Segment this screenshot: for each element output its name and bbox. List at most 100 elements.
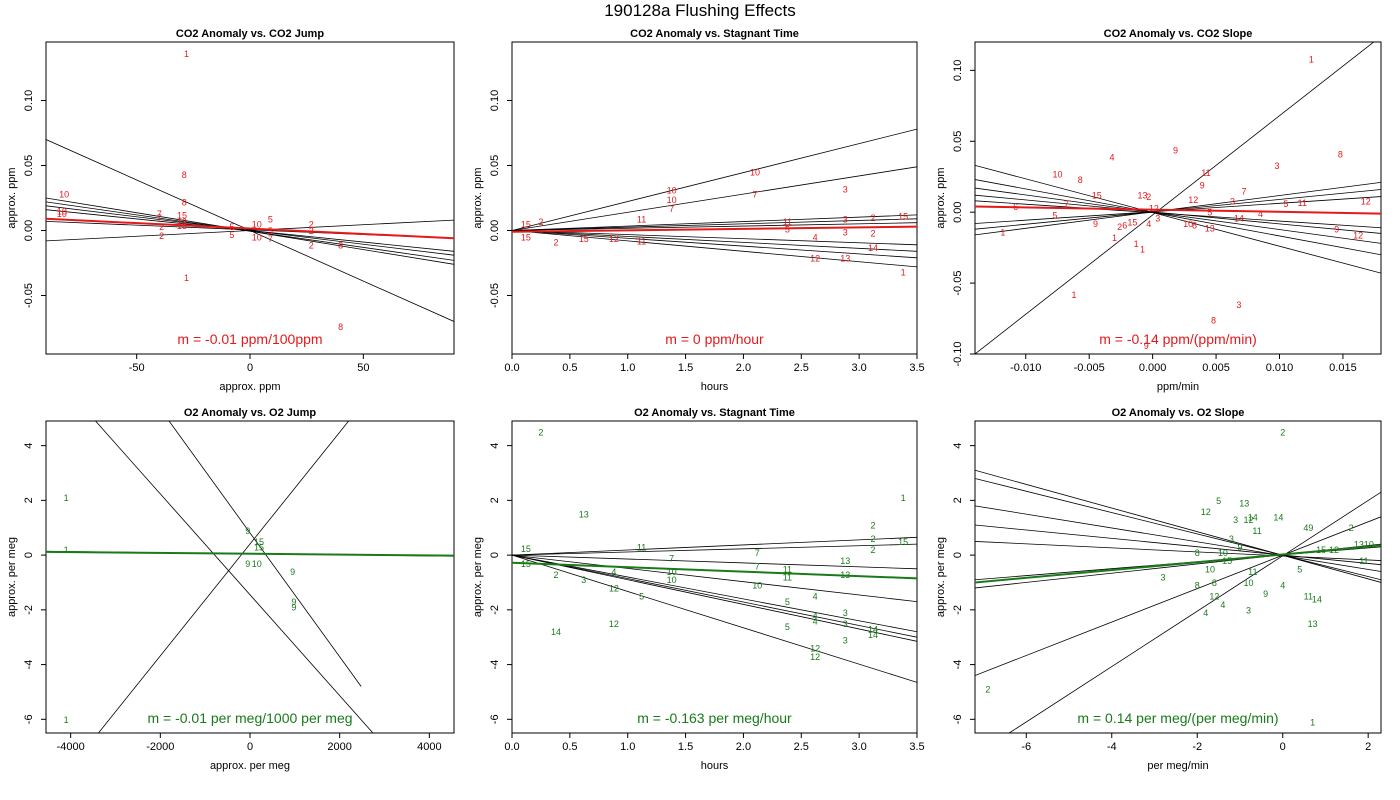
y-tick-label: 0.05 (23, 155, 35, 176)
data-point-label: 15 (521, 544, 531, 554)
chart-title: O2 Anomaly vs. O2 Slope (1112, 407, 1245, 419)
regression-line (98, 421, 349, 733)
data-point-label: 12 (1209, 592, 1219, 602)
data-point-label: 2 (985, 685, 990, 695)
data-point-label: 12 (609, 583, 619, 593)
x-tick-label: -2000 (146, 741, 174, 753)
y-axis-label: approx. ppm (472, 167, 484, 228)
data-point-label: 5 (268, 226, 273, 236)
y-axis-label: approx. per meg (935, 537, 947, 617)
data-point-label: 5 (785, 225, 790, 235)
regression-line (512, 230, 917, 259)
data-point-label: 1 (901, 493, 906, 503)
data-point-label: 11 (637, 214, 646, 224)
data-point-label: 9 (245, 526, 250, 536)
x-tick-label: 3.5 (909, 362, 924, 374)
y-tick-label: 2 (23, 497, 35, 503)
data-point-label: 2 (1349, 523, 1354, 533)
data-point-label: 4 (1280, 581, 1285, 591)
data-point-label: 3 (1246, 605, 1251, 615)
data-point-label: 6 (1122, 220, 1127, 230)
y-tick-label: -0.05 (23, 283, 35, 308)
data-point-label: 1 (1309, 55, 1314, 65)
x-tick-label: -50 (129, 362, 145, 374)
x-tick-label: 0.5 (562, 362, 577, 374)
data-point-label: 3 (843, 635, 848, 645)
data-point-label: 8 (1195, 548, 1200, 558)
x-tick-label: 0.000 (1139, 362, 1167, 374)
data-point-label: 1 (1112, 233, 1117, 243)
data-point-label: 13 (840, 253, 850, 263)
slope-annotation: m = -0.163 per meg/hour (637, 710, 792, 726)
y-tick-label: 2 (489, 497, 501, 503)
data-point-label: 2 (538, 217, 543, 227)
regression-line (512, 222, 917, 231)
regression-line (512, 230, 917, 246)
data-point-label: 7 (669, 553, 674, 563)
x-tick-label: 2000 (327, 741, 351, 753)
data-point-label: 4 (813, 592, 818, 602)
y-tick-label: 4 (23, 443, 35, 449)
data-point-label: 5 (1216, 496, 1221, 506)
x-axis-label: hours (701, 381, 729, 393)
x-tick-label: -0.010 (1010, 362, 1041, 374)
x-axis-label: per meg/min (1147, 760, 1208, 772)
y-tick-label: 0.10 (23, 90, 35, 111)
y-axis-label: approx. ppm (935, 167, 947, 228)
data-point-label: 2 (309, 240, 314, 250)
overall-fit-line (512, 225, 917, 233)
data-point-label: 3 (843, 227, 848, 237)
y-tick-label: 0.05 (489, 155, 501, 176)
x-tick-label: 3.5 (909, 741, 924, 753)
data-point-label: 2 (871, 545, 876, 555)
data-point-label: 15 (254, 542, 264, 552)
y-tick-label: -2 (952, 605, 964, 615)
data-point-label: 10 (667, 567, 677, 577)
slope-annotation: m = 0.14 per meg/(per meg/min) (1077, 710, 1278, 726)
x-tick-label: 0.005 (1202, 362, 1230, 374)
regression-line (975, 42, 1375, 354)
data-point-label: 15 (254, 537, 264, 547)
data-point-label: 2 (309, 226, 314, 236)
chart-title: O2 Anomaly vs. O2 Jump (184, 407, 317, 419)
data-point-label: 1 (1071, 290, 1076, 300)
overall-fit-line (975, 205, 1381, 215)
data-point-label: 2 (871, 229, 876, 239)
x-tick-label: 0.010 (1266, 362, 1294, 374)
data-point-label: 7 (755, 562, 760, 572)
data-point-label: 11 (637, 542, 646, 552)
y-tick-label: -0.05 (952, 271, 964, 296)
data-point-label: 8 (1212, 578, 1217, 588)
data-point-label: 11 (637, 236, 646, 246)
regression-line (94, 421, 374, 733)
x-axis-label: ppm/min (1157, 381, 1199, 393)
data-point-label: 3 (1233, 515, 1238, 525)
slope-annotation: m = -0.01 per meg/1000 per meg (147, 710, 352, 726)
overall-fit-line (46, 550, 454, 557)
x-tick-label: -4000 (57, 741, 85, 753)
data-point-label: 9 (1093, 219, 1098, 229)
data-point-label: 1 (64, 715, 69, 725)
data-point-label: 1 (64, 493, 69, 503)
data-point-label: 2 (1280, 427, 1285, 437)
data-point-label: 15 (521, 220, 531, 230)
data-point-label: 9 (291, 603, 296, 613)
data-point-label: 10 (1052, 169, 1062, 179)
y-tick-label: -4 (23, 660, 35, 670)
chart-title: O2 Anomaly vs. Stagnant Time (634, 407, 795, 419)
x-tick-label: 4000 (417, 741, 441, 753)
data-point-label: 2 (553, 238, 558, 248)
data-point-label: 11 (1248, 567, 1257, 577)
data-point-label: 2 (871, 534, 876, 544)
data-point-label: 12 (1361, 196, 1371, 206)
regression-line (512, 218, 917, 231)
data-point-label: 9 (1334, 225, 1339, 235)
data-point-label: 8 (182, 197, 187, 207)
plot-frame (45, 41, 455, 355)
data-point-label: 12 (810, 652, 820, 662)
data-point-label: 12 (810, 253, 820, 263)
data-point-label: 1 (64, 545, 69, 555)
data-point-label: 1310 (1354, 540, 1374, 550)
y-tick-label: -2 (489, 605, 501, 615)
